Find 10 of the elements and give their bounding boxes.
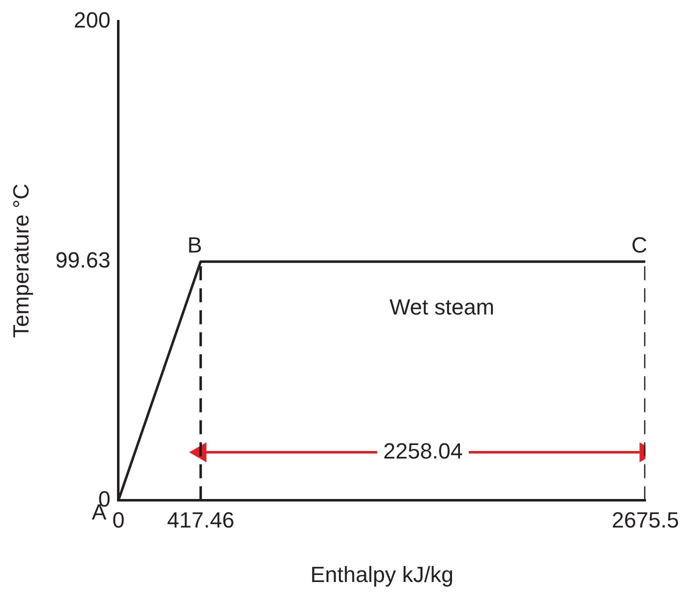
x-tick-label: 417.46: [167, 507, 234, 532]
annotation: Wet steam: [390, 294, 494, 320]
annotation: C: [631, 232, 648, 258]
y-tick-label: 99.63: [55, 248, 110, 273]
x-axis-title: Enthalpy kJ/kg: [310, 562, 454, 587]
y-tick-label: 200: [74, 7, 110, 32]
y-axis-title: Temperature °C: [8, 183, 34, 338]
annotation: B: [187, 232, 202, 258]
annotation: 2258.04: [383, 438, 463, 464]
x-tick-label: 2675.5: [612, 507, 680, 532]
